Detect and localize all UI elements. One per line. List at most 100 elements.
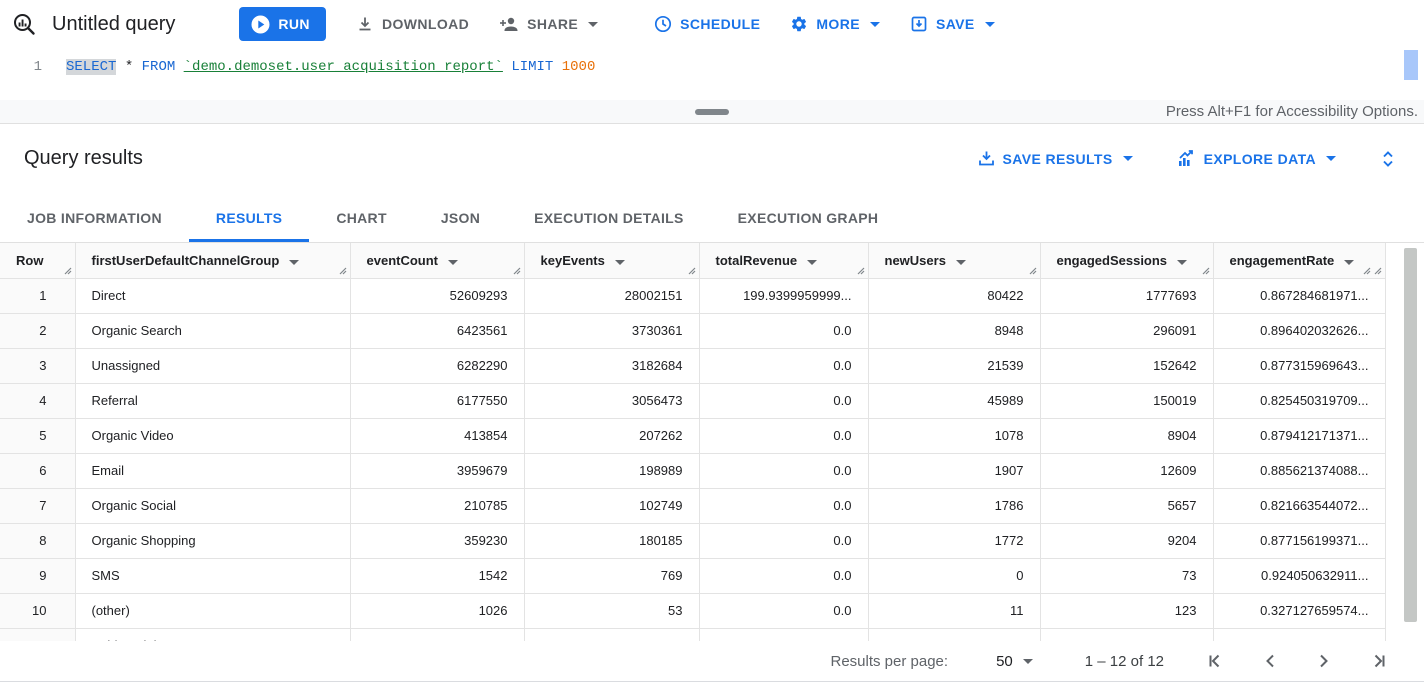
tab-job-information[interactable]: JOB INFORMATION: [27, 209, 162, 226]
column-resize-icon[interactable]: [513, 267, 521, 275]
column-resize-icon[interactable]: [1202, 267, 1210, 275]
table-cell: 6282290: [350, 348, 525, 384]
table-cell: 52609293: [350, 278, 525, 314]
table-cell: 1542: [350, 558, 525, 594]
share-button[interactable]: SHARE: [499, 15, 599, 33]
tab-execution-details[interactable]: EXECUTION DETAILS: [534, 209, 684, 226]
column-menu-icon[interactable]: [807, 259, 818, 265]
page-range-label: 1 – 12 of 12: [1084, 652, 1164, 670]
last-page-button[interactable]: [1366, 649, 1390, 673]
table-cell: 16: [868, 628, 1041, 641]
unfold-more-icon: [1380, 149, 1396, 169]
page-size-select[interactable]: 50: [996, 653, 1033, 670]
table-row: 4 Referral 6177550 3056473 0.0 45989 150…: [0, 383, 1386, 419]
chevron-down-icon: [869, 21, 880, 27]
download-button[interactable]: DOWNLOAD: [356, 15, 469, 33]
table-cell: 0.0: [699, 453, 869, 489]
table-cell: 5657: [1040, 488, 1214, 524]
table-cell: 0.0: [699, 628, 869, 641]
pagination-bar: Results per page: 50 1 – 12 of 12: [0, 641, 1424, 682]
table-cell: 359230: [350, 523, 525, 559]
column-resize-icon[interactable]: [1363, 267, 1371, 275]
column-resize-icon[interactable]: [1374, 267, 1382, 275]
table-cell: 0.877156199371...: [1213, 523, 1386, 559]
column-resize-icon[interactable]: [339, 267, 347, 275]
table-cell: Direct: [75, 278, 351, 314]
previous-page-button[interactable]: [1258, 649, 1282, 673]
table-cell: 210785: [350, 488, 525, 524]
column-resize-icon[interactable]: [857, 267, 865, 275]
save-results-button[interactable]: SAVE RESULTS: [978, 150, 1133, 167]
column-menu-icon[interactable]: [289, 259, 300, 265]
table-cell: 21539: [868, 348, 1041, 384]
person-add-icon: [499, 15, 519, 33]
col-header-firstUserDefaultChannelGroup[interactable]: firstUserDefaultChannelGroup: [75, 243, 351, 279]
panel-splitter[interactable]: Press Alt+F1 for Accessibility Options.: [0, 100, 1424, 124]
table-row: 6 Email 3959679 198989 0.0 1907 12609 0.…: [0, 453, 1386, 489]
table-row: 3 Unassigned 6282290 3182684 0.0 21539 1…: [0, 348, 1386, 384]
results-table: Row firstUserDefaultChannelGroup eventCo…: [0, 243, 1424, 641]
table-cell: Paid Social: [75, 628, 351, 641]
run-button[interactable]: RUN: [239, 7, 326, 41]
column-resize-icon[interactable]: [688, 267, 696, 275]
col-header-totalRevenue[interactable]: totalRevenue: [699, 243, 869, 279]
table-cell: 0.867284681971...: [1213, 278, 1386, 314]
row-number: 8: [0, 523, 76, 559]
table-body: 1 Direct 52609293 28002151 199.939995999…: [0, 278, 1386, 641]
table-cell: Unassigned: [75, 348, 351, 384]
table-cell: 0.0: [699, 523, 869, 559]
column-menu-icon[interactable]: [955, 259, 966, 265]
col-header-eventCount[interactable]: eventCount: [350, 243, 525, 279]
table-cell: 0.879412171371...: [1213, 418, 1386, 454]
table-cell: 150019: [1040, 383, 1214, 419]
tab-execution-graph[interactable]: EXECUTION GRAPH: [737, 209, 879, 226]
col-header-newUsers[interactable]: newUsers: [868, 243, 1041, 279]
col-header-engagedSessions[interactable]: engagedSessions: [1040, 243, 1214, 279]
table-cell: 0.825450319709...: [1213, 383, 1386, 419]
gear-icon: [790, 15, 808, 33]
col-header-engagementRate[interactable]: engagementRate: [1213, 243, 1386, 279]
table-cell: 3959679: [350, 453, 525, 489]
table-cell: 0.0: [699, 313, 869, 349]
column-menu-icon[interactable]: [614, 259, 625, 265]
table-cell: 8904: [1040, 418, 1214, 454]
chevron-down-icon: [588, 21, 599, 27]
more-button[interactable]: MORE: [790, 15, 880, 33]
column-resize-icon[interactable]: [1029, 267, 1037, 275]
table-cell: 3730361: [524, 313, 700, 349]
sql-editor[interactable]: 1 SELECT * FROM `demo.demoset.user_acqui…: [0, 48, 1424, 100]
column-menu-icon[interactable]: [1344, 259, 1355, 265]
table-cell: 152642: [1040, 348, 1214, 384]
column-menu-icon[interactable]: [448, 259, 458, 265]
explore-data-button[interactable]: EXPLORE DATA: [1177, 150, 1336, 167]
expand-panel-button[interactable]: [1380, 149, 1396, 169]
editor-scrollbar-thumb[interactable]: [1404, 50, 1418, 80]
query-title[interactable]: Untitled query: [52, 12, 176, 35]
tab-results[interactable]: RESULTS: [188, 193, 310, 242]
table-cell: 123: [1040, 593, 1214, 629]
first-page-button[interactable]: [1204, 649, 1228, 673]
tab-chart[interactable]: CHART: [336, 209, 387, 226]
column-resize-icon[interactable]: [64, 267, 72, 275]
sql-keyword-select: SELECT: [66, 59, 117, 75]
save-button[interactable]: SAVE: [910, 15, 995, 33]
table-cell: 180185: [524, 523, 700, 559]
sql-star: *: [124, 59, 134, 75]
col-header-row[interactable]: Row: [0, 243, 76, 279]
column-menu-icon[interactable]: [1177, 259, 1188, 265]
row-number: 6: [0, 453, 76, 489]
col-header-keyEvents[interactable]: keyEvents: [524, 243, 700, 279]
tab-json[interactable]: JSON: [440, 209, 481, 226]
table-cell: 0.327127659574...: [1213, 593, 1386, 629]
table-cell: 3182684: [524, 348, 700, 384]
table-cell: 1907: [868, 453, 1041, 489]
table-reference-link[interactable]: `demo.demoset.user_acquisition_report`: [183, 59, 503, 75]
table-cell: 494: [524, 628, 700, 641]
next-page-button[interactable]: [1312, 649, 1336, 673]
table-cell: 0: [868, 558, 1041, 594]
table-row: 5 Organic Video 413854 207262 0.0 1078 8…: [0, 418, 1386, 454]
table-scrollbar-thumb[interactable]: [1404, 248, 1417, 622]
schedule-button[interactable]: SCHEDULE: [654, 15, 760, 33]
clock-icon: [654, 15, 672, 33]
table-cell: 3056473: [524, 383, 700, 419]
